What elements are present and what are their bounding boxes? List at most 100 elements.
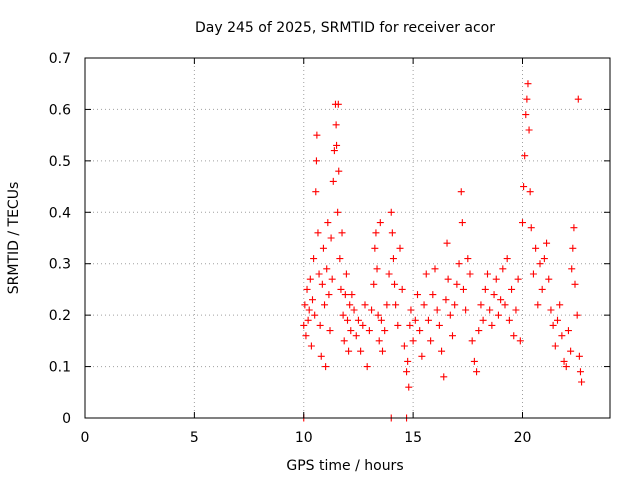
data-point: [440, 373, 448, 381]
grid-lines: [85, 58, 610, 418]
data-point: [574, 95, 582, 103]
data-point: [314, 229, 322, 237]
data-point: [433, 306, 441, 314]
data-point: [429, 291, 437, 299]
data-point: [400, 342, 408, 350]
data-point: [406, 321, 414, 329]
data-point: [302, 332, 310, 340]
data-point: [409, 337, 417, 345]
data-point: [375, 337, 383, 345]
data-point: [462, 306, 470, 314]
data-point: [407, 306, 415, 314]
data-point: [359, 321, 367, 329]
data-point: [435, 321, 443, 329]
data-point: [564, 327, 572, 335]
data-point: [554, 316, 561, 324]
data-point: [337, 285, 345, 293]
data-point: [519, 219, 526, 227]
data-point: [311, 311, 319, 319]
data-point: [538, 285, 546, 293]
data-point: [392, 301, 400, 309]
data-point: [427, 337, 435, 345]
data-point: [335, 167, 343, 175]
data-point: [388, 229, 396, 237]
data-point: [477, 301, 485, 309]
data-point: [549, 321, 557, 329]
data-point: [481, 285, 489, 293]
axis-ticks: 0 0.1 0.2 0.3 0.4 0.5 0.6 0.7 0 5 10 15 20: [49, 51, 610, 446]
data-point: [414, 291, 421, 299]
data-point: [345, 347, 353, 355]
data-point: [318, 280, 326, 288]
data-point: [459, 285, 467, 293]
data-point: [313, 131, 321, 139]
data-point: [396, 244, 404, 252]
data-point: [569, 244, 577, 252]
data-point: [405, 383, 413, 391]
data-point: [466, 270, 474, 278]
y-tick-label: 0: [62, 411, 71, 427]
data-point: [328, 275, 336, 283]
data-point: [416, 327, 424, 335]
x-tick-label: 15: [404, 430, 422, 446]
data-point: [387, 208, 395, 216]
data-point: [444, 275, 452, 283]
data-point: [575, 352, 583, 360]
data-point: [350, 306, 358, 314]
y-tick-label: 0.7: [49, 51, 71, 67]
data-point: [422, 270, 430, 278]
x-axis-label: GPS time / hours: [286, 458, 403, 474]
data-point: [468, 337, 476, 345]
data-point: [339, 311, 347, 319]
data-point: [322, 363, 330, 371]
y-axis-label: SRMTID / TECUs: [6, 182, 22, 295]
data-point: [365, 327, 373, 335]
data-point: [307, 342, 315, 350]
data-point: [381, 327, 389, 335]
data-point: [420, 301, 428, 309]
data-point: [304, 316, 312, 324]
data-point: [499, 265, 507, 273]
data-point: [306, 275, 314, 283]
data-point: [488, 321, 496, 329]
data-point: [560, 357, 568, 365]
y-tick-label: 0.2: [49, 308, 71, 324]
data-point: [451, 301, 459, 309]
data-point: [373, 265, 381, 273]
data-point: [418, 352, 426, 360]
data-point: [404, 357, 412, 365]
data-point: [458, 219, 466, 227]
data-point: [357, 347, 365, 355]
data-point: [514, 275, 522, 283]
data-point: [490, 291, 498, 299]
data-point: [300, 321, 308, 329]
data-point: [371, 244, 379, 252]
data-point: [470, 357, 478, 365]
data-point: [578, 378, 586, 386]
data-point: [424, 316, 432, 324]
data-point: [361, 301, 369, 309]
data-point: [344, 316, 351, 324]
data-point: [411, 316, 419, 324]
data-point: [567, 347, 575, 355]
data-point: [310, 255, 318, 263]
data-point: [363, 363, 371, 371]
data-point: [486, 306, 494, 314]
data-point: [568, 265, 576, 273]
data-point: [475, 327, 483, 335]
plot-frame: [84, 57, 611, 419]
data-point: [479, 316, 487, 324]
data-point: [516, 337, 524, 345]
data-point: [457, 188, 465, 196]
x-tick-label: 0: [81, 430, 90, 446]
data-point: [379, 347, 386, 355]
data-point: [341, 291, 349, 299]
data-point: [342, 270, 350, 278]
data-point: [374, 311, 382, 319]
data-point: [443, 239, 451, 247]
data-point: [562, 363, 570, 371]
data-point: [520, 183, 528, 191]
data-point: [523, 95, 531, 103]
data-point: [321, 301, 329, 309]
data-point: [326, 327, 334, 335]
